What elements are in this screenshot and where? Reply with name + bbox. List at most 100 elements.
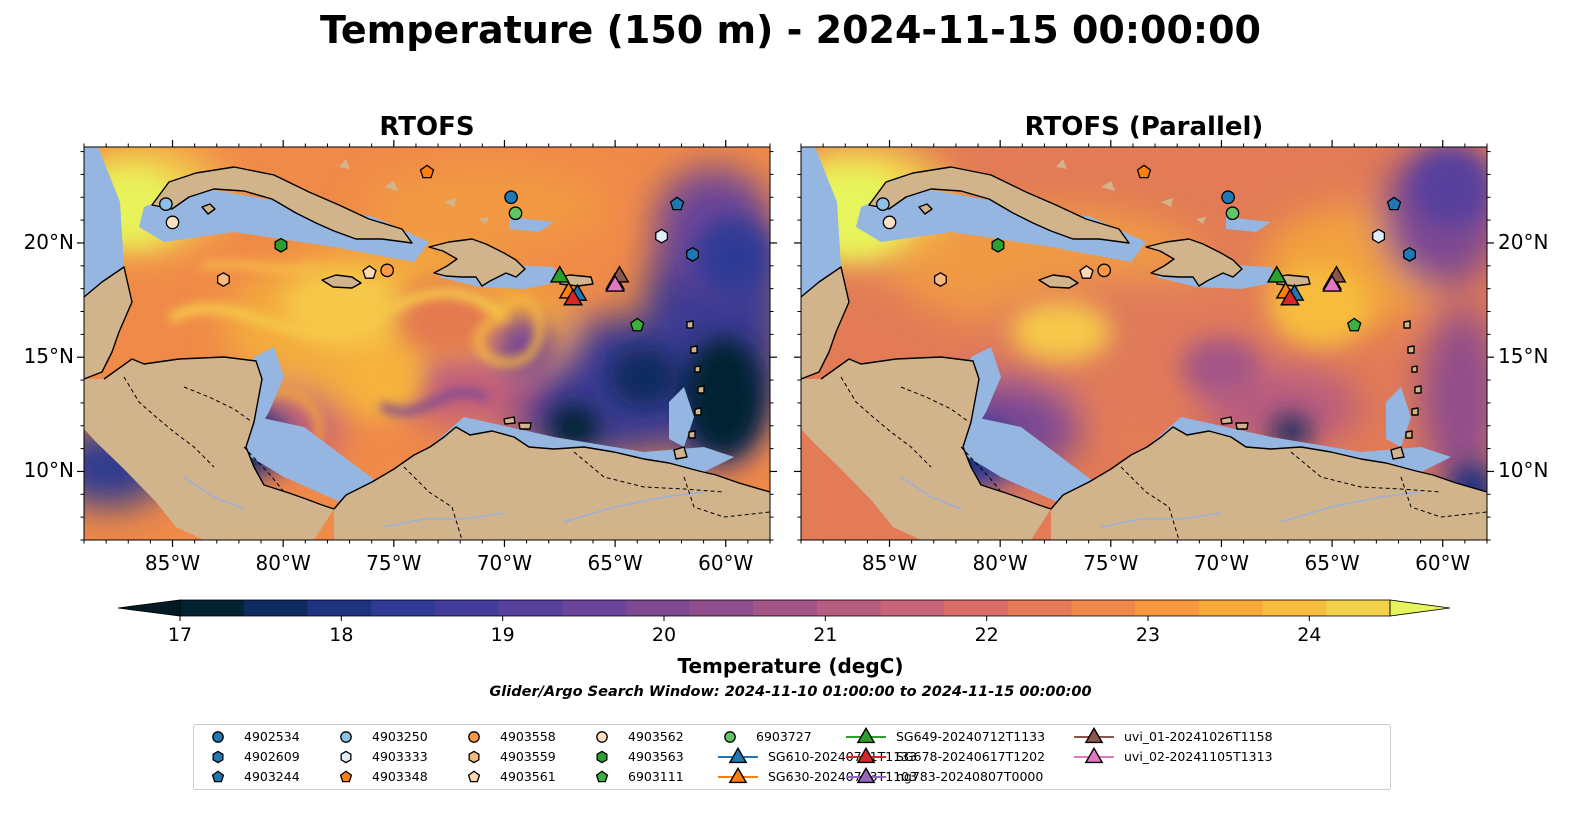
triangle-marker-icon — [846, 747, 886, 764]
platform-marker-SG649-20240712T1133[interactable] — [549, 265, 570, 283]
lon-tick-label: 65°W — [1304, 551, 1360, 575]
pentagon-marker-icon — [211, 770, 225, 783]
platform-marker-6903727[interactable] — [508, 206, 523, 221]
legend-label: SG678-20240617T1202 — [896, 749, 1046, 764]
colorbar-under-triangle — [117, 599, 181, 617]
platform-marker-4903348[interactable] — [419, 164, 435, 179]
panel-rtofs-map — [77, 140, 777, 547]
legend-label: 6903727 — [756, 729, 812, 744]
platform-marker-4902609[interactable] — [1403, 246, 1416, 262]
search-window-note: Glider/Argo Search Window: 2024-11-10 01… — [489, 684, 1092, 700]
platform-marker-4903348[interactable] — [1136, 164, 1152, 179]
lat-tick-label: 10°N — [23, 458, 74, 483]
colorbar-bin — [180, 600, 245, 616]
lat-tick-label: 10°N — [1498, 458, 1549, 483]
lon-tick-label: 85°W — [861, 551, 918, 575]
platform-marker-4902609[interactable] — [686, 246, 699, 262]
legend-label: 4903559 — [500, 749, 556, 764]
legend-label: uvi_02-20241105T1313 — [1124, 749, 1273, 764]
legend: 4902534 4902609 4903244 4903250 4903333 49033… — [193, 724, 1391, 790]
platform-marker-4903562[interactable] — [882, 215, 897, 230]
lon-tick-label: 70°W — [476, 551, 533, 575]
colorbar-bin — [498, 600, 563, 616]
legend-label: uvi_01-20241026T1158 — [1124, 729, 1273, 744]
platform-marker-6903727[interactable] — [1225, 206, 1240, 221]
colorbar-tick-label: 19 — [490, 624, 515, 646]
colorbar-bin — [816, 600, 882, 616]
platform-marker-4903559[interactable] — [216, 272, 230, 287]
platform-marker-4903244[interactable] — [669, 196, 685, 211]
legend-label: 4903562 — [628, 729, 684, 744]
colorbar-bin — [1198, 600, 1264, 616]
colorbar — [117, 599, 1451, 621]
platform-marker-4903250[interactable] — [876, 197, 890, 211]
platform-marker-4903563[interactable] — [991, 237, 1005, 253]
legend-label: 4903561 — [500, 769, 556, 784]
pentagon-marker-icon — [467, 770, 481, 783]
colorbar-bin — [625, 600, 690, 616]
platform-marker-4903559[interactable] — [933, 272, 947, 287]
lat-tick-label: 20°N — [1498, 229, 1549, 254]
colorbar-bin — [1135, 600, 1200, 616]
legend-label: 4902609 — [244, 749, 300, 764]
colorbar-tick-label: 18 — [329, 624, 354, 646]
lon-tick-label: 75°W — [1083, 551, 1139, 575]
legend-label: 4903333 — [372, 749, 428, 764]
platform-marker-4903561[interactable] — [362, 265, 377, 279]
triangle-marker-icon — [718, 747, 758, 764]
colorbar-bin — [371, 600, 436, 616]
lon-tick-label: 70°W — [1193, 551, 1250, 575]
lat-tick-label: 15°N — [1498, 344, 1549, 369]
platform-marker-4903561[interactable] — [1079, 265, 1094, 279]
platform-marker-4903563[interactable] — [274, 237, 288, 253]
colorbar-bin — [689, 600, 754, 616]
colorbar-tick-label: 20 — [651, 624, 677, 646]
platform-marker-6903111[interactable] — [629, 317, 645, 332]
colorbar-tick-label: 23 — [1135, 624, 1161, 646]
platform-marker-4903562[interactable] — [165, 215, 180, 230]
colorbar-bin — [880, 600, 945, 616]
platform-marker-SG678-20240617T1202[interactable] — [563, 288, 584, 306]
lon-tick-label: 85°W — [144, 551, 201, 575]
colorbar-label: Temperature (degC) — [677, 654, 904, 678]
legend-label: 4903563 — [628, 749, 684, 764]
colorbar-bin — [1262, 600, 1327, 616]
lon-tick-label: 75°W — [366, 551, 422, 575]
panel-title-rtofs: RTOFS — [379, 112, 475, 142]
axis-ticks-left — [77, 140, 777, 547]
legend-label: ng783-20240807T0000 — [896, 769, 1044, 784]
colorbar-tick-label: 17 — [167, 624, 193, 646]
platform-marker-SG678-20240617T1202[interactable] — [1280, 288, 1301, 306]
triangle-marker-icon — [846, 767, 886, 784]
platform-marker-uvi_02-20241105T1313[interactable] — [605, 274, 626, 292]
circle-marker-icon — [724, 731, 736, 743]
colorbar-bin — [1007, 600, 1073, 616]
platform-marker-SG649-20240712T1133[interactable] — [1266, 265, 1287, 283]
legend-label: 4903348 — [372, 769, 428, 784]
platform-marker-6903111[interactable] — [1346, 317, 1362, 332]
legend-label: 4903250 — [372, 729, 428, 744]
platform-marker-4903250[interactable] — [159, 197, 173, 211]
platform-markers-right — [876, 164, 1416, 332]
platform-marker-4903333[interactable] — [655, 228, 669, 244]
colorbar-bin — [1326, 600, 1391, 616]
platform-marker-4903558[interactable] — [380, 263, 395, 278]
platform-marker-4903244[interactable] — [1386, 196, 1402, 211]
platform-marker-4903333[interactable] — [1372, 228, 1386, 244]
circle-marker-icon — [212, 731, 224, 743]
triangle-marker-icon — [846, 727, 886, 744]
platform-marker-4902534[interactable] — [1221, 190, 1235, 205]
hexagon-marker-icon — [596, 750, 608, 764]
lon-tick-label: 60°W — [1415, 551, 1471, 575]
platform-marker-4903558[interactable] — [1097, 263, 1112, 278]
panel-title-rtofs-parallel: RTOFS (Parallel) — [1024, 112, 1264, 142]
hexagon-marker-icon — [468, 750, 480, 764]
platform-marker-4902534[interactable] — [504, 190, 518, 205]
lat-tick-label: 20°N — [23, 229, 74, 254]
colorbar-bin — [307, 600, 372, 616]
platform-marker-uvi_02-20241105T1313[interactable] — [1322, 274, 1343, 292]
circle-marker-icon — [340, 731, 352, 743]
colorbar-tick-label: 24 — [1297, 624, 1322, 646]
triangle-marker-icon — [1074, 747, 1114, 764]
legend-label: 4903244 — [244, 769, 300, 784]
